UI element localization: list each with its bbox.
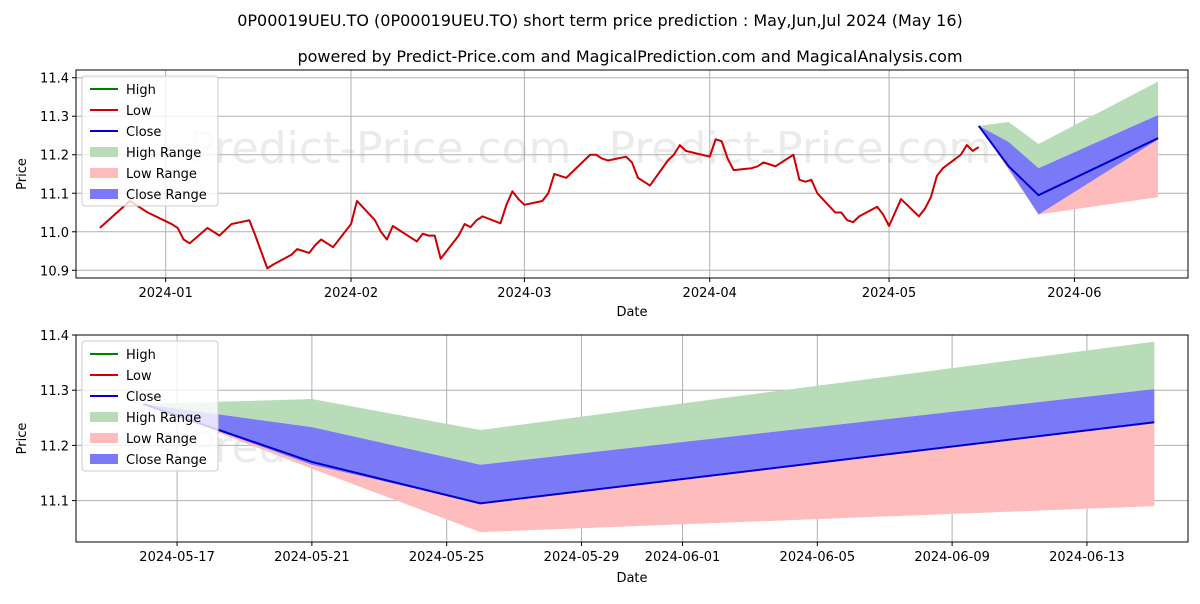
x-tick-label: 2024-04 <box>683 286 737 301</box>
x-tick-label: 2024-06-09 <box>914 550 990 565</box>
legend-low-range-label: Low Range <box>126 167 197 182</box>
low-range-band <box>978 125 1159 215</box>
grid-lines <box>76 70 1188 278</box>
y-axis-label: Price <box>15 423 30 455</box>
range-fills <box>978 81 1159 215</box>
high-range-band <box>143 341 1155 465</box>
x-tick-label: 2024-06-01 <box>645 550 721 565</box>
watermark: Predict-Price.com <box>189 273 572 324</box>
legend: High Low Close High Range Low Range Clos… <box>81 75 219 207</box>
x-tick-label: 2024-06-05 <box>780 550 856 565</box>
y-tick-label: 11.1 <box>40 187 69 202</box>
x-tick-label: 2024-01 <box>139 286 193 301</box>
x-tick-label: 2024-06 <box>1047 286 1101 301</box>
legend-high-label: High <box>126 83 156 98</box>
watermark: Predict-Price.com <box>189 123 572 174</box>
x-tick-label: 2024-06-13 <box>1049 550 1125 565</box>
series-lines <box>143 403 1155 505</box>
x-tick-label: 2024-05-29 <box>544 550 620 565</box>
x-axis-label: Date <box>616 571 647 586</box>
legend-close-label: Close <box>126 125 161 140</box>
legend-high-range-label: High Range <box>126 411 201 426</box>
plot-frame <box>75 334 1189 543</box>
y-tick-label: 10.9 <box>40 264 69 279</box>
y-tick-label: 11.4 <box>40 329 69 344</box>
legend-high-range-swatch <box>90 412 118 422</box>
legend-close-range-label: Close Range <box>126 188 207 203</box>
range-fills <box>143 341 1155 533</box>
close-forecast-line <box>977 125 1159 197</box>
legend-close-range-label: Close Range <box>126 453 207 468</box>
x-tick-label: 2024-05-17 <box>139 550 215 565</box>
x-tick-label: 2024-05-25 <box>409 550 485 565</box>
x-tick-label: 2024-03 <box>497 286 551 301</box>
watermark: Predict-Price.com <box>609 273 992 324</box>
legend-high-label: High <box>126 348 156 363</box>
y-tick-label: 11.2 <box>40 439 69 454</box>
chart-title: 0P00019UEU.TO (0P00019UEU.TO) short term… <box>237 11 963 30</box>
x-axis-label: Date <box>616 305 647 320</box>
close-forecast-line <box>143 403 1155 505</box>
legend-close-range-swatch <box>90 189 118 199</box>
y-tick-label: 11.2 <box>40 149 69 164</box>
legend-low-range-swatch <box>90 433 118 443</box>
legend-low-range-swatch <box>90 168 118 178</box>
legend-low-label: Low <box>126 104 152 119</box>
plot-frame <box>75 69 1189 279</box>
y-tick-label: 11.1 <box>40 495 69 510</box>
low-range-band <box>143 404 1155 533</box>
axis-ticks: 2024-01 2024-02 2024-03 2024-04 2024-05 2024-… <box>40 72 1102 301</box>
y-tick-label: 11.3 <box>40 110 69 125</box>
legend-close-range-swatch <box>90 454 118 464</box>
legend-low-range-label: Low Range <box>126 432 197 447</box>
x-tick-label: 2024-02 <box>324 286 378 301</box>
y-tick-label: 11.0 <box>40 226 69 241</box>
watermark-group: Predict-Price.com Predict-Price.com Pred… <box>189 123 992 324</box>
close-range-band <box>143 389 1155 504</box>
legend-close-label: Close <box>126 390 161 405</box>
axis-ticks: 2024-05-17 2024-05-21 2024-05-25 2024-05-29… <box>40 329 1125 565</box>
legend-high-range-swatch <box>90 147 118 157</box>
chart-subtitle: powered by Predict-Price.com and Magical… <box>297 47 962 66</box>
forecast-zoom-panel: Predict-Price.com Predict-Price.com 2024… <box>15 329 1189 586</box>
series-lines <box>99 125 1159 270</box>
low-price-line <box>99 138 980 270</box>
x-tick-label: 2024-05-21 <box>274 550 350 565</box>
high-range-band <box>978 81 1159 169</box>
x-tick-label: 2024-05 <box>862 286 916 301</box>
y-axis-label: Price <box>15 158 30 190</box>
price-history-panel: Predict-Price.com Predict-Price.com Pred… <box>15 69 1189 324</box>
watermark: Predict-Price.com <box>609 123 992 174</box>
y-tick-label: 11.4 <box>40 72 69 87</box>
y-tick-label: 11.3 <box>40 384 69 399</box>
legend-low-label: Low <box>126 369 152 384</box>
close-range-band <box>978 115 1159 215</box>
legend: High Low Close High Range Low Range Clos… <box>81 340 219 472</box>
legend-high-range-label: High Range <box>126 146 201 161</box>
